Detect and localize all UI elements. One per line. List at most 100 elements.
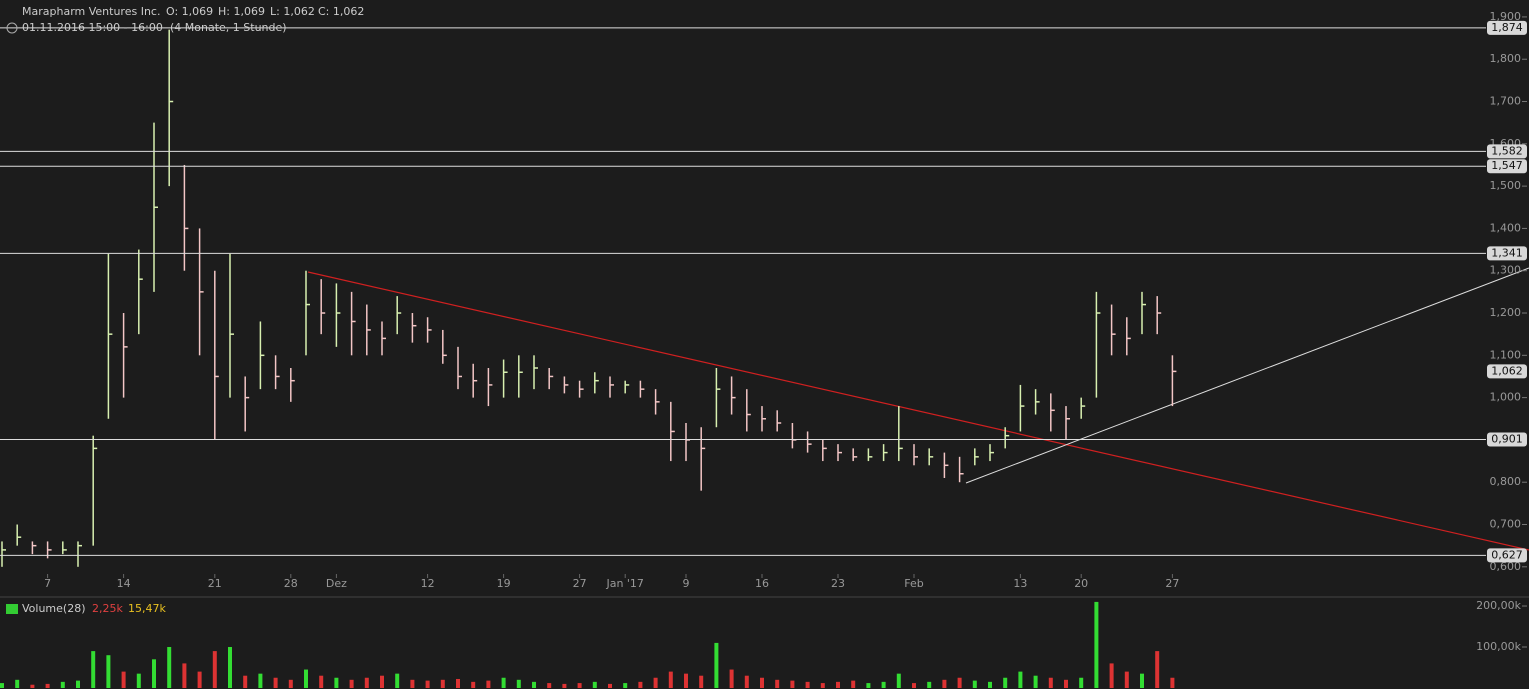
volume-bar [729,669,734,688]
x-tick-label: 19 [497,577,511,590]
volume-bar [638,681,643,688]
volume-bar [121,671,126,688]
volume-bar [1155,651,1160,688]
volume-bar [304,669,308,688]
x-tick-label: 27 [1165,577,1179,590]
volume-bar [653,677,658,688]
volume-bar [592,681,597,688]
volume-bar [45,683,50,688]
volume-bar [288,679,293,688]
volume-bar [714,642,719,688]
y-tick-label: 1,700 [1490,95,1522,108]
ohlc-close: C: 1,062 [318,5,364,18]
level-label: 0,901 [1491,432,1523,445]
volume-bar [957,677,962,688]
volume-bar [805,681,810,688]
volume-bar [258,673,263,688]
x-tick-label: 13 [1013,577,1027,590]
x-tick-label: 20 [1074,577,1088,590]
volume-bar [440,679,445,688]
plot-area: 0,6000,7000,8000,9001,0001,1001,2001,300… [0,10,1527,688]
volume-bar [668,671,673,688]
x-tick-label: 7 [44,577,51,590]
level-box [1487,432,1527,447]
volume-bar [1003,677,1008,688]
volume-bar [577,683,582,688]
volume-bar [1079,677,1084,688]
period: (4 Monate, 1 Stunde) [170,21,287,34]
volume-bar [182,663,187,688]
volume-bar [395,673,400,688]
volume-average: 15,47k [128,602,166,615]
volume-bar [820,683,825,688]
volume-bar [106,655,111,688]
volume-bar [228,647,232,688]
volume-bar [91,651,96,688]
x-tick-label: Jan '17 [605,577,643,590]
ohlc-high: H: 1,069 [218,5,265,18]
volume-icon [6,604,18,614]
level-box [1487,144,1527,159]
volume-bar [1033,675,1038,688]
level-box [1487,548,1527,563]
volume-bar [562,683,567,688]
x-tick-label: 14 [117,577,131,590]
volume-bar [501,677,506,688]
volume-bar [851,680,856,688]
volume-bar [836,681,840,688]
volume-bar [927,681,932,688]
volume-bar [197,671,202,688]
volume-bar [243,675,248,688]
y-tick-label: 1,500 [1490,179,1522,192]
volume-bar [988,681,992,688]
volume-bar [471,681,476,688]
x-tick-label: 23 [831,577,845,590]
volume-bar [0,683,4,688]
level-label: 0,627 [1491,548,1523,561]
x-tick-label: 9 [683,577,690,590]
y-tick-label: 0,700 [1490,518,1522,531]
level-label: 1,341 [1491,246,1523,259]
volume-bar [212,651,217,688]
volume-bar [1124,671,1129,688]
level-label: 1,547 [1491,159,1523,172]
volume-bar [486,680,491,688]
x-tick-label: 12 [421,577,435,590]
volume-bar [76,680,80,688]
volume-bar [30,684,35,688]
volume-bar [380,675,384,688]
clock-icon [6,22,18,34]
y-tick-label: 1,400 [1490,221,1522,234]
volume-bar [942,679,947,688]
volume-bar [516,679,521,688]
volume-bar [547,683,552,688]
last-price-box [1487,364,1527,379]
volume-bar [775,679,780,688]
y-tick-label: 1,000 [1490,391,1522,404]
subtitle: 01.11.2016 15:00 - 16:00 [22,21,163,34]
y-tick-label: 0,600 [1490,560,1522,573]
volume-bar [866,683,871,688]
volume-bar [972,680,977,688]
volume-bar [699,675,704,688]
volume-bar [1018,671,1023,688]
y-tick-label: 0,800 [1490,475,1522,488]
volume-bar [1170,677,1175,688]
volume-bar [410,679,415,688]
volume-bar [684,673,688,688]
level-label: 1,874 [1491,21,1523,34]
y-tick-label: 200,00k [1476,599,1521,612]
x-tick-label: 21 [208,577,222,590]
trend-line-red [307,271,1529,551]
volume-bar [364,677,369,688]
volume-bar [760,677,764,688]
volume-last: 2,25k [92,602,123,615]
level-box [1487,246,1527,261]
y-tick-label: 1,300 [1490,264,1522,277]
y-tick-label: 1,100 [1490,348,1522,361]
chart-title: Marapharm Ventures Inc. [22,5,160,18]
volume-bar [608,683,612,688]
x-tick-label: 28 [284,577,298,590]
x-tick-label: Dez [326,577,347,590]
